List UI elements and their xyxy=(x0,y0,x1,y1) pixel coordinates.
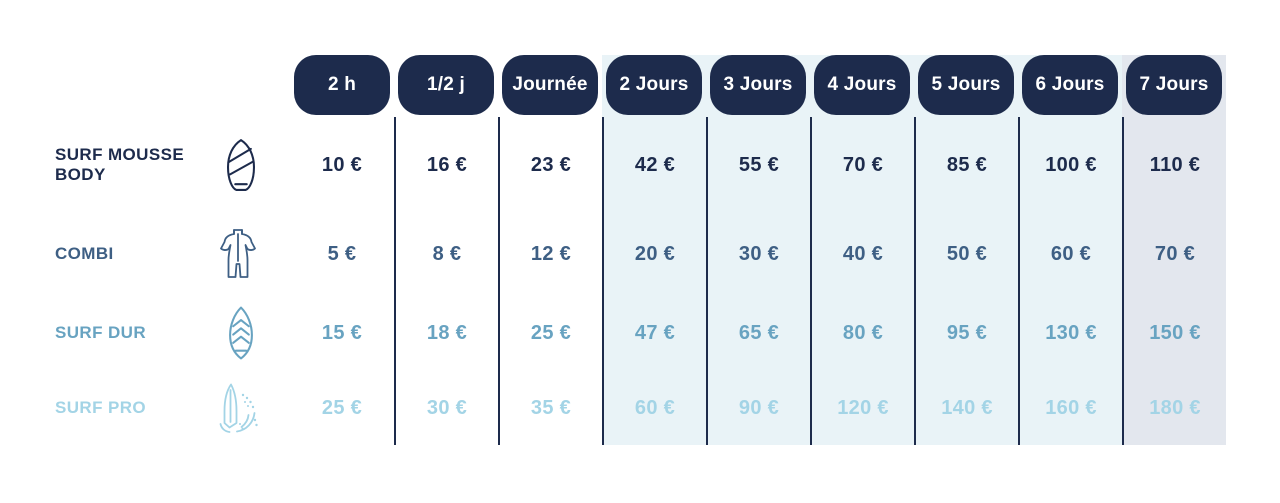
price-cell: 5 € xyxy=(327,242,357,265)
price-cell: 70 € xyxy=(810,117,914,213)
price-cell: 80 € xyxy=(810,295,914,371)
price-cell: 20 € xyxy=(602,213,706,295)
price-cell: 16 € xyxy=(394,117,498,213)
price-cell: 110 € xyxy=(1122,117,1226,213)
price-cell: 100 € xyxy=(1018,117,1122,213)
column-header-pill: Journée xyxy=(502,55,598,115)
price-cell: 12 € xyxy=(498,213,602,295)
surfboard-dur-icon xyxy=(222,306,260,360)
price-cell: 180 € xyxy=(1122,371,1226,445)
column-header-pill: 2 Jours xyxy=(606,55,702,115)
column-header-pill: 2 h xyxy=(294,55,390,115)
column-header-cell: Journée xyxy=(498,55,602,117)
surfboard-mousse-icon xyxy=(222,138,260,192)
column-header-cell: 4 Jours xyxy=(810,55,914,117)
price-cell: 25 € xyxy=(498,295,602,371)
row-label-cell: SURF DUR xyxy=(40,295,290,371)
corner-cell xyxy=(40,55,290,117)
surfboard-pro-icon xyxy=(212,381,260,435)
price-cell: 55 € xyxy=(706,117,810,213)
row-label-cell: COMBI xyxy=(40,213,290,295)
column-header-cell: 7 Jours xyxy=(1122,55,1226,117)
price-cell: 70 € xyxy=(1122,213,1226,295)
column-header-cell: 2 h xyxy=(290,55,394,117)
price-cell: 130 € xyxy=(1018,295,1122,371)
row-label-cell: SURF PRO xyxy=(40,371,290,445)
column-header-cell: 1/2 j xyxy=(394,55,498,117)
column-header-cell: 2 Jours xyxy=(602,55,706,117)
column-header-pill: 3 Jours xyxy=(710,55,806,115)
price-cell: 40 € xyxy=(810,213,914,295)
price-cell: 60 € xyxy=(602,371,706,445)
price-cell: 47 € xyxy=(602,295,706,371)
price-cell: 150 € xyxy=(1122,295,1226,371)
pricing-table: 2 h 1/2 j Journée 2 Jours 3 Jours 4 Jour… xyxy=(40,55,1226,445)
column-header-pill: 6 Jours xyxy=(1022,55,1118,115)
price-cell: 60 € xyxy=(1018,213,1122,295)
row-label-cell: SURF MOUSSE BODY xyxy=(40,117,290,213)
price-cell: 120 € xyxy=(810,371,914,445)
price-cell: 10 € xyxy=(321,153,363,176)
row-label: SURF MOUSSE BODY xyxy=(55,144,185,184)
wetsuit-icon xyxy=(216,227,260,281)
row-label: SURF PRO xyxy=(55,397,147,417)
row-label: COMBI xyxy=(55,243,114,263)
pricing-grid: 2 h 1/2 j Journée 2 Jours 3 Jours 4 Jour… xyxy=(40,55,1226,445)
price-cell: 30 € xyxy=(706,213,810,295)
price-cell: 23 € xyxy=(498,117,602,213)
price-cell: 50 € xyxy=(914,213,1018,295)
price-cell: 65 € xyxy=(706,295,810,371)
column-header-pill: 1/2 j xyxy=(398,55,494,115)
price-cell: 95 € xyxy=(914,295,1018,371)
column-header-cell: 5 Jours xyxy=(914,55,1018,117)
price-cell: 140 € xyxy=(914,371,1018,445)
price-cell: 42 € xyxy=(602,117,706,213)
price-cell: 90 € xyxy=(706,371,810,445)
price-cell: 85 € xyxy=(914,117,1018,213)
row-label: SURF DUR xyxy=(55,322,147,342)
price-cell: 15 € xyxy=(321,321,363,344)
price-cell: 35 € xyxy=(498,371,602,445)
column-header-cell: 3 Jours xyxy=(706,55,810,117)
price-cell: 25 € xyxy=(321,396,363,419)
price-cell: 8 € xyxy=(394,213,498,295)
column-header-cell: 6 Jours xyxy=(1018,55,1122,117)
price-cell: 18 € xyxy=(394,295,498,371)
price-cell: 30 € xyxy=(394,371,498,445)
column-header-pill: 4 Jours xyxy=(814,55,910,115)
column-header-pill: 5 Jours xyxy=(918,55,1014,115)
price-cell: 160 € xyxy=(1018,371,1122,445)
column-header-pill: 7 Jours xyxy=(1126,55,1222,115)
